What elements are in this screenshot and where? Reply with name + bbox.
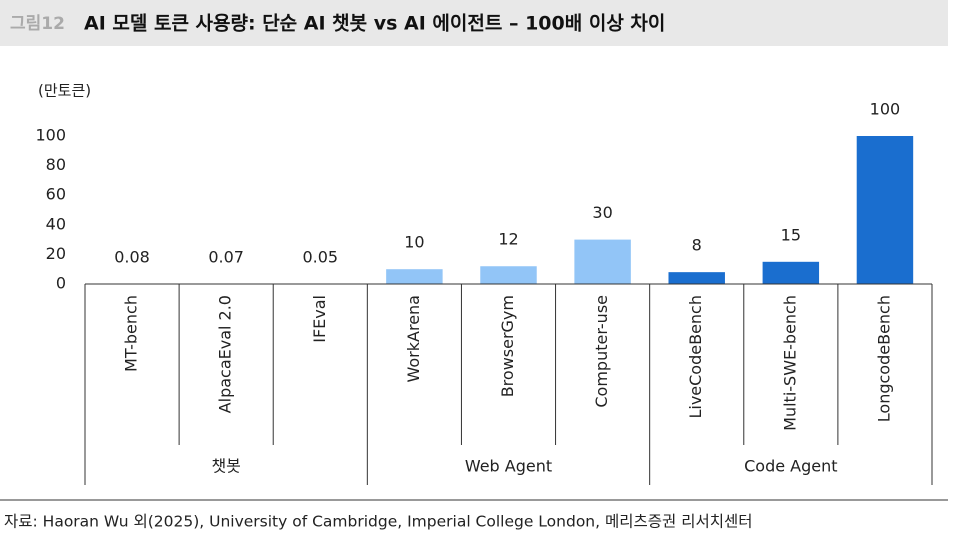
data-label: 10 bbox=[404, 233, 424, 252]
x-tick-label: Multi-SWE-bench bbox=[780, 295, 799, 431]
data-label: 30 bbox=[592, 203, 612, 222]
data-label: 0.07 bbox=[208, 247, 244, 266]
bar bbox=[480, 266, 537, 284]
y-tick-label: 100 bbox=[35, 126, 66, 145]
y-tick-label: 40 bbox=[46, 214, 66, 233]
data-label: 8 bbox=[692, 236, 702, 255]
data-label: 15 bbox=[781, 225, 801, 244]
x-tick-label: AlpacaEval 2.0 bbox=[216, 295, 235, 413]
x-tick-label: LongcodeBench bbox=[874, 295, 893, 422]
x-tick-label: LiveCodeBench bbox=[686, 295, 705, 419]
figure-label: 그림12 bbox=[10, 14, 65, 34]
data-label: 0.05 bbox=[302, 247, 338, 266]
x-tick-label: MT-bench bbox=[122, 295, 141, 372]
data-label: 100 bbox=[870, 100, 901, 119]
y-axis-label: (만토큰) bbox=[38, 82, 91, 100]
group-label: Web Agent bbox=[465, 457, 552, 476]
bar bbox=[574, 239, 631, 284]
bar bbox=[386, 269, 443, 284]
x-tick-label: IFEval bbox=[310, 295, 329, 343]
x-tick-label: Computer-use bbox=[592, 295, 611, 408]
y-tick-label: 60 bbox=[46, 185, 66, 204]
y-tick-label: 80 bbox=[46, 155, 66, 174]
group-label: Code Agent bbox=[744, 457, 837, 476]
data-label: 0.08 bbox=[114, 247, 150, 266]
y-tick-label: 20 bbox=[46, 244, 66, 263]
x-tick-label: WorkArena bbox=[404, 295, 423, 382]
bar bbox=[762, 261, 820, 284]
data-label: 12 bbox=[498, 230, 518, 249]
bar bbox=[856, 136, 914, 284]
title-bar bbox=[0, 0, 948, 46]
bar bbox=[668, 272, 725, 284]
y-tick-label: 0 bbox=[56, 274, 66, 293]
group-label: 챗봇 bbox=[211, 457, 240, 476]
x-tick-label: BrowserGym bbox=[498, 295, 517, 397]
chart-title: AI 모델 토큰 사용량: 단순 AI 챗봇 vs AI 에이전트 – 100배… bbox=[84, 13, 665, 35]
source: 자료: Haoran Wu 외(2025), University of Cam… bbox=[4, 513, 753, 531]
